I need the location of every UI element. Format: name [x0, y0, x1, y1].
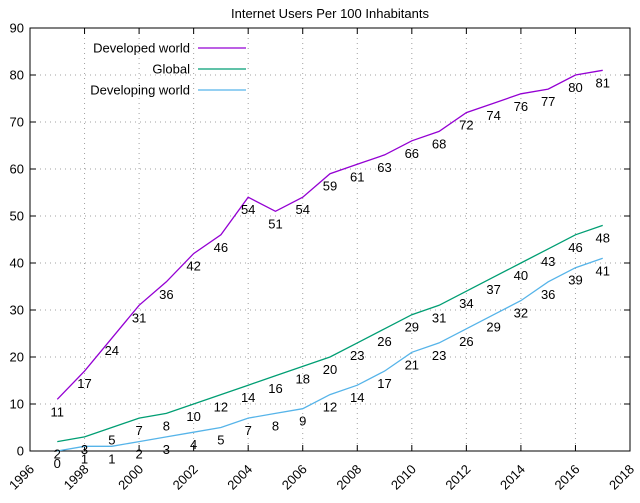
data-label: 54: [241, 202, 255, 217]
data-label: 74: [486, 108, 500, 123]
x-tick-label: 2000: [115, 462, 146, 493]
x-tick-label: 2012: [442, 462, 473, 493]
data-label: 26: [459, 334, 473, 349]
y-tick-label: 40: [10, 256, 24, 271]
data-label: 11: [51, 404, 65, 419]
data-label: 46: [568, 240, 582, 255]
y-tick-label: 30: [10, 303, 24, 318]
data-label: 77: [541, 94, 555, 109]
series-line-2: [57, 257, 603, 452]
data-label: 3: [81, 442, 88, 457]
data-label: 23: [432, 348, 446, 363]
x-tick-label: 2004: [224, 462, 255, 493]
data-label: 14: [350, 390, 364, 405]
data-label: 8: [272, 418, 279, 433]
data-label: 7: [135, 423, 142, 438]
data-label: 2: [135, 447, 142, 462]
data-label: 17: [77, 376, 91, 391]
series-lines: [56, 69, 603, 452]
data-label: 12: [323, 400, 337, 415]
y-tick-label: 50: [10, 209, 24, 224]
y-tick-label: 70: [10, 115, 24, 130]
data-label: 43: [541, 254, 555, 269]
data-label: 34: [459, 296, 473, 311]
data-label: 61: [350, 169, 364, 184]
data-label: 76: [514, 99, 528, 114]
data-label: 24: [105, 343, 119, 358]
data-label: 37: [486, 282, 500, 297]
data-label: 36: [159, 287, 173, 302]
x-tick-label: 2010: [388, 462, 419, 493]
data-label: 72: [459, 118, 473, 133]
data-label: 29: [486, 320, 500, 335]
data-label: 17: [377, 376, 391, 391]
y-tick-label: 10: [10, 397, 24, 412]
legend: Developed world Global Developing world: [90, 41, 246, 98]
data-label: 3: [163, 442, 170, 457]
x-tick-label: 2018: [606, 462, 637, 493]
data-label: 42: [186, 259, 200, 274]
y-tick-label: 80: [10, 68, 24, 83]
data-label: 46: [214, 240, 228, 255]
data-label: 5: [217, 433, 224, 448]
data-label: 63: [377, 160, 391, 175]
data-label: 23: [350, 348, 364, 363]
data-label: 14: [241, 390, 255, 405]
data-label: 36: [541, 287, 555, 302]
data-label: 21: [405, 357, 419, 372]
data-label: 48: [595, 230, 609, 245]
data-label: 2: [54, 447, 61, 462]
data-label: 31: [432, 310, 446, 325]
data-label: 51: [268, 216, 282, 231]
data-label: 5: [108, 433, 115, 448]
legend-label: Developed world: [93, 41, 190, 56]
legend-label: Developing world: [90, 83, 190, 98]
data-label: 66: [405, 146, 419, 161]
data-label: 29: [405, 320, 419, 335]
y-tick-label: 0: [17, 444, 24, 459]
y-tick-label: 20: [10, 350, 24, 365]
data-label: 31: [132, 310, 146, 325]
data-label: 81: [595, 75, 609, 90]
chart-title: Internet Users Per 100 Inhabitants: [231, 6, 430, 21]
data-label: 0: [54, 456, 61, 471]
data-label: 80: [568, 80, 582, 95]
data-label: 1: [108, 451, 115, 466]
data-label: 26: [377, 334, 391, 349]
data-label: 20: [323, 362, 337, 377]
grid: [30, 28, 630, 451]
data-label: 12: [214, 400, 228, 415]
data-label: 68: [432, 136, 446, 151]
data-label: 40: [514, 268, 528, 283]
series-line-1: [57, 224, 603, 443]
data-label: 16: [268, 381, 282, 396]
legend-label: Global: [152, 62, 190, 77]
x-tick-label: 1996: [6, 462, 37, 493]
data-label: 4: [190, 437, 197, 452]
data-label: 39: [568, 273, 582, 288]
x-tick-label: 2002: [170, 462, 201, 493]
data-label: 10: [186, 409, 200, 424]
x-tick-label: 2014: [497, 462, 528, 493]
data-label: 41: [595, 263, 609, 278]
y-tick-label: 60: [10, 162, 24, 177]
data-label: 7: [245, 423, 252, 438]
data-label: 54: [295, 202, 309, 217]
x-tick-label: 2006: [279, 462, 310, 493]
y-tick-label: 90: [10, 21, 24, 36]
data-label: 18: [295, 371, 309, 386]
series-line-0: [56, 69, 603, 400]
data-label: 59: [323, 179, 337, 194]
data-label: 32: [514, 306, 528, 321]
data-label: 8: [163, 418, 170, 433]
data-label: 9: [299, 414, 306, 429]
x-tick-label: 2016: [552, 462, 583, 493]
data-label: 1: [81, 451, 88, 466]
x-tick-label: 2008: [333, 462, 364, 493]
plot-frame: [29, 27, 631, 452]
